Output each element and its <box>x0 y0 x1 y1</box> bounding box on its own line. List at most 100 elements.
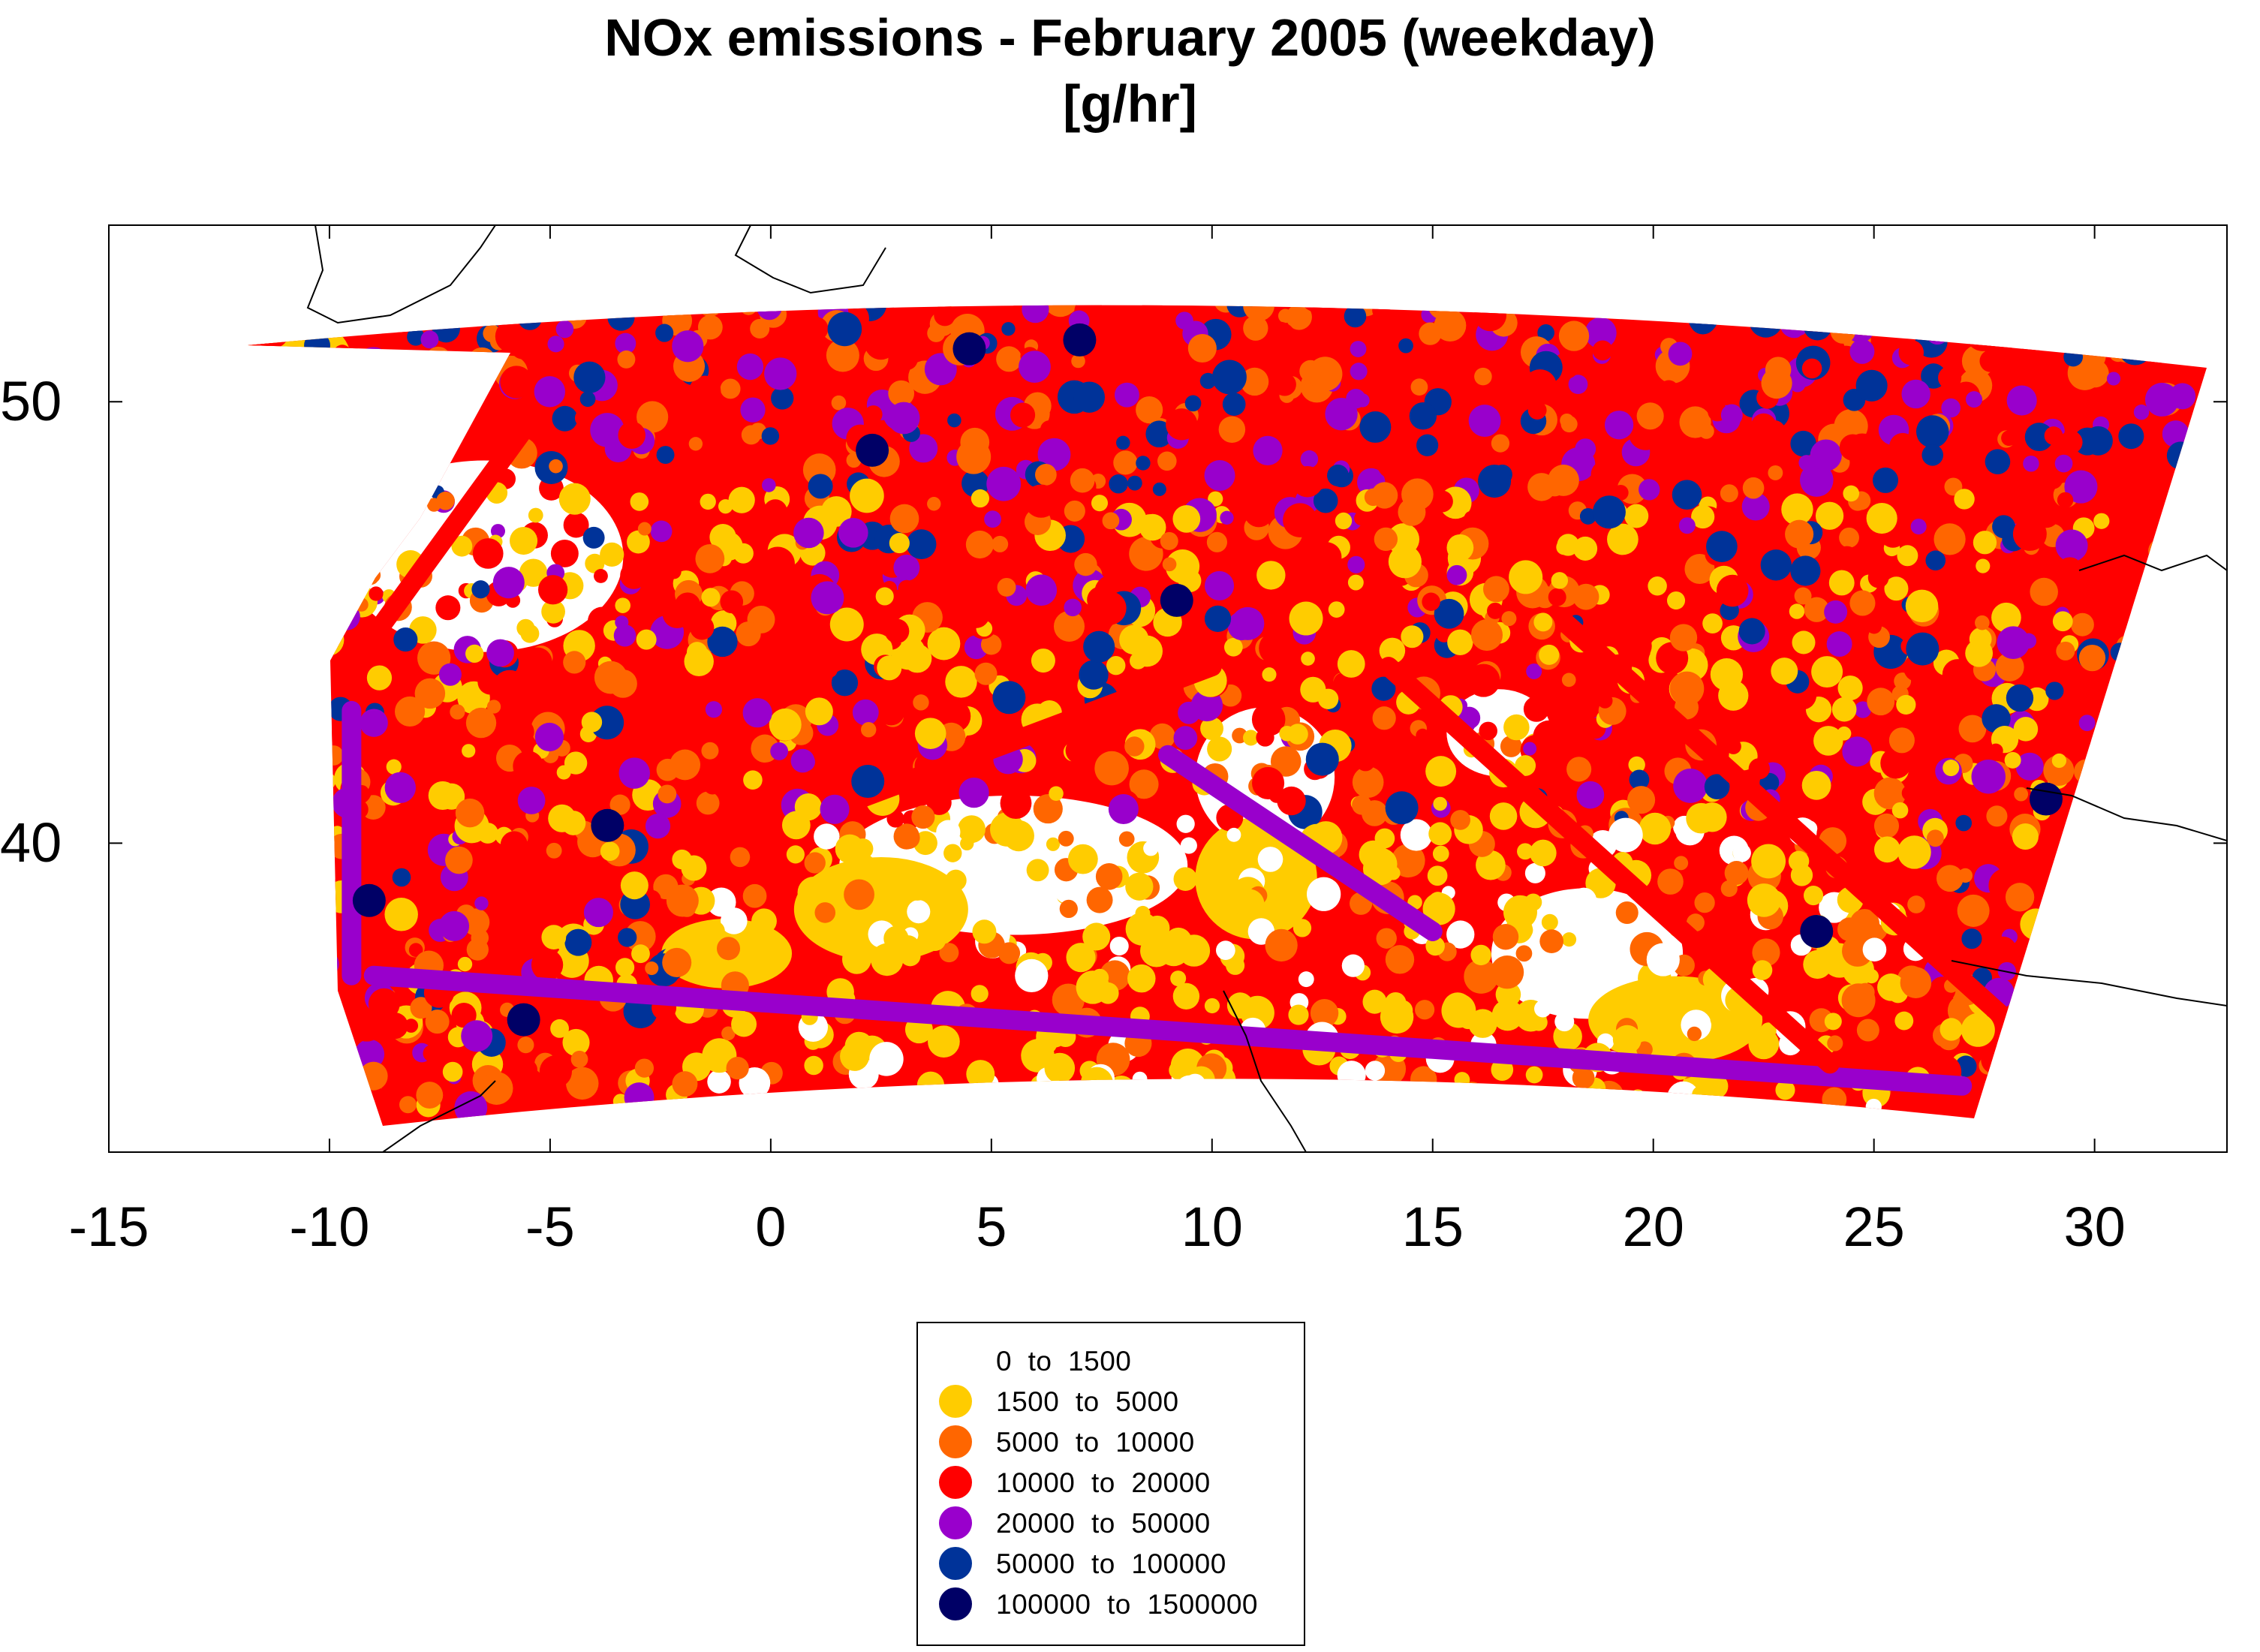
emission-cell <box>318 576 351 609</box>
emission-cell <box>457 956 473 972</box>
emission-cell <box>248 471 267 506</box>
emission-cell <box>945 666 977 698</box>
emission-cell <box>248 1042 264 1064</box>
emission-cell <box>1468 1009 1497 1038</box>
emission-cell <box>571 999 600 1028</box>
emission-cell <box>1265 280 1279 294</box>
emission-cell <box>1926 829 1944 847</box>
emission-cell <box>1051 1082 1085 1115</box>
emission-cell <box>2119 1018 2148 1048</box>
legend-label: 5000 to 10000 <box>996 1427 1195 1458</box>
emission-hotspot <box>591 808 624 842</box>
emission-cell <box>1257 847 1283 872</box>
emission-cell <box>1533 612 1553 632</box>
emission-cell <box>1750 413 1777 440</box>
emission-hotspot <box>352 883 386 917</box>
emission-cell <box>2064 470 2098 504</box>
emission-cell <box>2153 701 2186 735</box>
emission-cell <box>2052 955 2084 987</box>
emission-cell <box>552 405 578 432</box>
emission-cell <box>1398 338 1413 354</box>
emission-cell <box>264 901 299 936</box>
emission-cell <box>637 522 652 536</box>
emission-cell <box>248 490 260 521</box>
emission-cell <box>2106 1040 2122 1055</box>
emission-cell <box>1965 316 2000 351</box>
emission-cell <box>618 421 645 450</box>
emission-cell <box>351 1010 383 1042</box>
emission-cell <box>337 348 372 382</box>
emission-cell <box>1064 500 1085 522</box>
emission-cell <box>368 988 400 1020</box>
emission-cell <box>2084 426 2113 456</box>
emission-cell <box>1971 760 2006 794</box>
emission-cell <box>750 318 770 339</box>
emission-cell <box>1400 819 1433 851</box>
emission-cell <box>710 958 731 979</box>
emission-cell <box>1416 434 1439 456</box>
emission-cell <box>804 852 826 874</box>
emission-cell <box>720 590 744 614</box>
emission-cell <box>2175 557 2205 587</box>
emission-cell <box>656 446 675 465</box>
emission-cell <box>1175 311 1193 330</box>
emission-cell <box>726 1056 749 1080</box>
emission-cell <box>1810 305 1844 308</box>
emission-cell <box>1666 591 1686 610</box>
emission-cell <box>2147 1065 2166 1085</box>
emission-cell <box>613 624 636 647</box>
emission-cell <box>1900 316 1917 333</box>
emission-cell <box>838 518 868 548</box>
emission-cell <box>2184 831 2198 845</box>
emission-cell <box>1140 269 1165 294</box>
emission-hotspot <box>1345 305 1379 308</box>
emission-cell <box>826 339 859 372</box>
emission-cell <box>550 539 579 567</box>
emission-cell <box>1799 277 1822 299</box>
emission-cell <box>1471 1097 1494 1119</box>
emission-cell <box>992 535 1009 552</box>
emission-cell <box>1157 451 1177 471</box>
emission-cell <box>1431 490 1453 513</box>
emission-cell <box>1990 936 2017 963</box>
emission-cell <box>672 330 704 363</box>
emission-cell <box>600 542 624 567</box>
emission-cell <box>1842 736 1873 767</box>
emission-cell <box>1364 488 1383 507</box>
emission-cell <box>394 696 426 727</box>
emission-cell <box>707 1070 731 1094</box>
emission-cell <box>936 820 961 844</box>
emission-cell <box>1279 725 1295 742</box>
emission-cell <box>333 603 360 630</box>
emission-cell <box>852 699 879 726</box>
emission-cell <box>1888 727 1915 754</box>
emission-cell <box>620 871 649 900</box>
emission-cell <box>1053 874 1084 904</box>
emission-cell <box>1204 605 1232 633</box>
emission-cell <box>520 624 540 643</box>
emission-cell <box>2151 698 2167 714</box>
emission-cell <box>793 517 824 549</box>
emission-cell <box>1884 576 1909 601</box>
emission-cell <box>1299 360 1322 383</box>
emission-cell <box>645 961 659 976</box>
emission-cell <box>939 943 959 963</box>
emission-cell <box>1389 1095 1412 1118</box>
emission-cell <box>2015 1052 2037 1073</box>
emission-cell <box>864 405 883 424</box>
emission-cell <box>330 448 359 477</box>
emission-cell <box>1864 305 1879 309</box>
emission-cell <box>410 997 432 1019</box>
legend-swatch <box>939 1385 972 1418</box>
emission-cell <box>426 393 447 414</box>
emission-cell <box>289 598 308 618</box>
emission-cell <box>2063 347 2084 367</box>
emission-cell <box>333 305 366 311</box>
emission-cell <box>1164 927 1192 955</box>
emission-cell <box>2150 782 2171 804</box>
emission-cell <box>913 694 929 711</box>
emission-cell <box>306 619 336 648</box>
emission-cell <box>972 919 997 944</box>
emission-cell <box>1311 305 1340 326</box>
emission-cell <box>410 386 434 411</box>
